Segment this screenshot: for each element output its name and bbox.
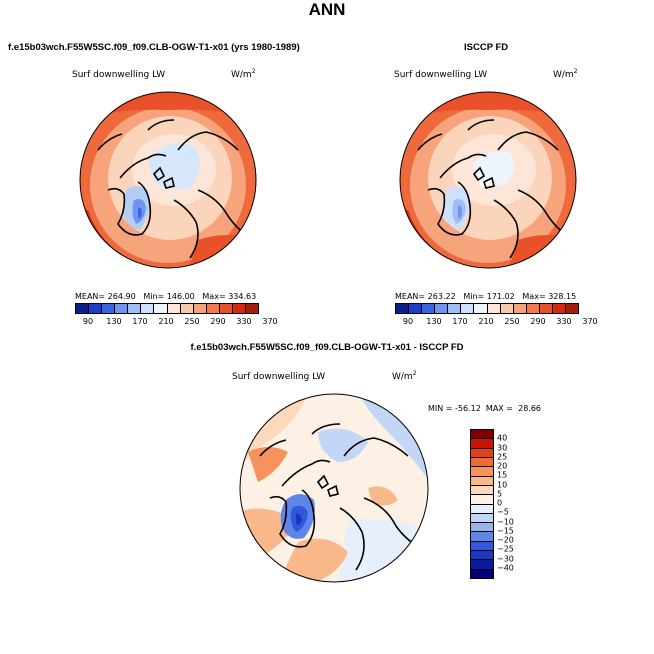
obs-colorbar [395,303,579,314]
colorbar-tick-label: 40 [497,433,508,443]
obs-units-label: W/m2 [553,68,578,80]
diff-minmax: MIN = -56.12 MAX = 28.66 [428,404,541,413]
colorbar-swatch [422,304,436,313]
colorbar-swatch [246,304,259,313]
colorbar-swatch [471,485,493,496]
colorbar-swatch [89,304,103,313]
colorbar-swatch [471,430,493,440]
colorbar-swatch [471,448,493,458]
colorbar-tick-label: 370 [262,317,278,326]
colorbar-swatch [471,560,493,570]
colorbar-swatch [219,304,233,313]
colorbar-tick-label: 30 [497,443,508,452]
colorbar-swatch [474,304,488,313]
diff-units-label: W/m2 [392,370,417,382]
colorbar-tick-label: 170 [132,317,148,326]
obs-stats: MEAN= 263.22 Min= 171.02 Max= 328.15 [395,292,577,301]
colorbar-swatch [180,304,194,313]
obs-panel-header: ISCCP FD [464,42,509,53]
figure-title: ANN [308,0,346,19]
colorbar-tick-label: −10 [497,517,514,526]
diff-colorbar-ticks: 40 30 25 20 15 10 5 0 −5 −10 −15 −20 −25 −30 −40 [497,429,527,577]
model-panel-header: f.e15b03wch.F55W5SC.f09_f09.CLB-OGW-T1-x… [8,42,300,53]
colorbar-tick-label: 170 [452,317,468,326]
colorbar-tick-label: 290 [530,317,546,326]
colorbar-swatch [513,304,527,313]
colorbar-swatch [471,476,493,486]
colorbar-swatch [471,523,493,533]
colorbar-swatch [128,304,142,313]
colorbar-swatch [471,532,493,542]
colorbar-tick-label: 10 [497,480,508,489]
colorbar-swatch [566,304,579,313]
colorbar-tick-label: −40 [497,563,514,573]
colorbar-tick-label: 210 [478,317,494,326]
colorbar-tick-label: 370 [582,317,598,326]
colorbar-swatch [232,304,247,313]
colorbar-tick-label: 290 [210,317,226,326]
colorbar-swatch [76,304,90,313]
colorbar-swatch [115,304,129,313]
obs-variable-label: Surf downwelling LW [394,70,488,80]
diff-colorbar [470,429,494,579]
model-stats: MEAN= 264.90 Min= 146.00 Max= 334.63 [75,292,257,301]
colorbar-tick-label: 90 [82,317,94,326]
colorbar-tick-label: 15 [497,470,508,480]
colorbar-tick-label: 250 [184,317,200,326]
colorbar-swatch [471,495,493,505]
colorbar-tick-label: −20 [497,535,514,545]
diff-polar-map [239,393,429,583]
colorbar-tick-label: −15 [497,526,514,536]
colorbar-swatch [448,304,462,313]
model-polar-map [79,91,257,269]
colorbar-swatch [206,304,220,313]
colorbar-tick-label: 5 [497,489,503,499]
colorbar-swatch [526,304,540,313]
colorbar-swatch [539,304,553,313]
colorbar-swatch [141,304,155,313]
model-variable-label: Surf downwelling LW [72,70,166,80]
colorbar-swatch [471,467,493,477]
colorbar-swatch [471,541,493,552]
colorbar-swatch [487,304,501,313]
colorbar-tick-label: 25 [497,452,508,462]
colorbar-swatch [471,551,493,561]
colorbar-tick-label: 330 [556,317,572,326]
colorbar-tick-label: −30 [497,554,514,563]
colorbar-tick-label: 130 [106,317,122,326]
colorbar-swatch [154,304,168,313]
obs-polar-map [399,91,577,269]
model-units-label: W/m2 [231,68,256,80]
colorbar-swatch [396,304,410,313]
colorbar-tick-label: 250 [504,317,520,326]
colorbar-tick-label: 130 [426,317,442,326]
colorbar-swatch [471,457,493,468]
colorbar-tick-label: 20 [497,461,508,471]
colorbar-swatch [435,304,449,313]
colorbar-tick-label: −25 [497,544,514,554]
colorbar-tick-label: 330 [236,317,252,326]
colorbar-tick-label: 210 [158,317,174,326]
diff-panel-header: f.e15b03wch.F55W5SC.f09_f09.CLB-OGW-T1-x… [190,342,464,353]
colorbar-swatch [500,304,514,313]
colorbar-tick-label: −5 [497,507,509,517]
colorbar-swatch [471,439,493,449]
model-colorbar [75,303,259,314]
colorbar-swatch [552,304,567,313]
colorbar-swatch [193,304,207,313]
colorbar-tick-label: 90 [402,317,414,326]
colorbar-swatch [461,304,475,313]
colorbar-swatch [471,569,493,578]
colorbar-swatch [409,304,423,313]
colorbar-swatch [471,513,493,524]
diff-variable-label: Surf downwelling LW [232,372,326,382]
colorbar-swatch [167,304,181,313]
colorbar-swatch [471,504,493,514]
colorbar-swatch [102,304,116,313]
colorbar-tick-label: 0 [497,498,503,508]
